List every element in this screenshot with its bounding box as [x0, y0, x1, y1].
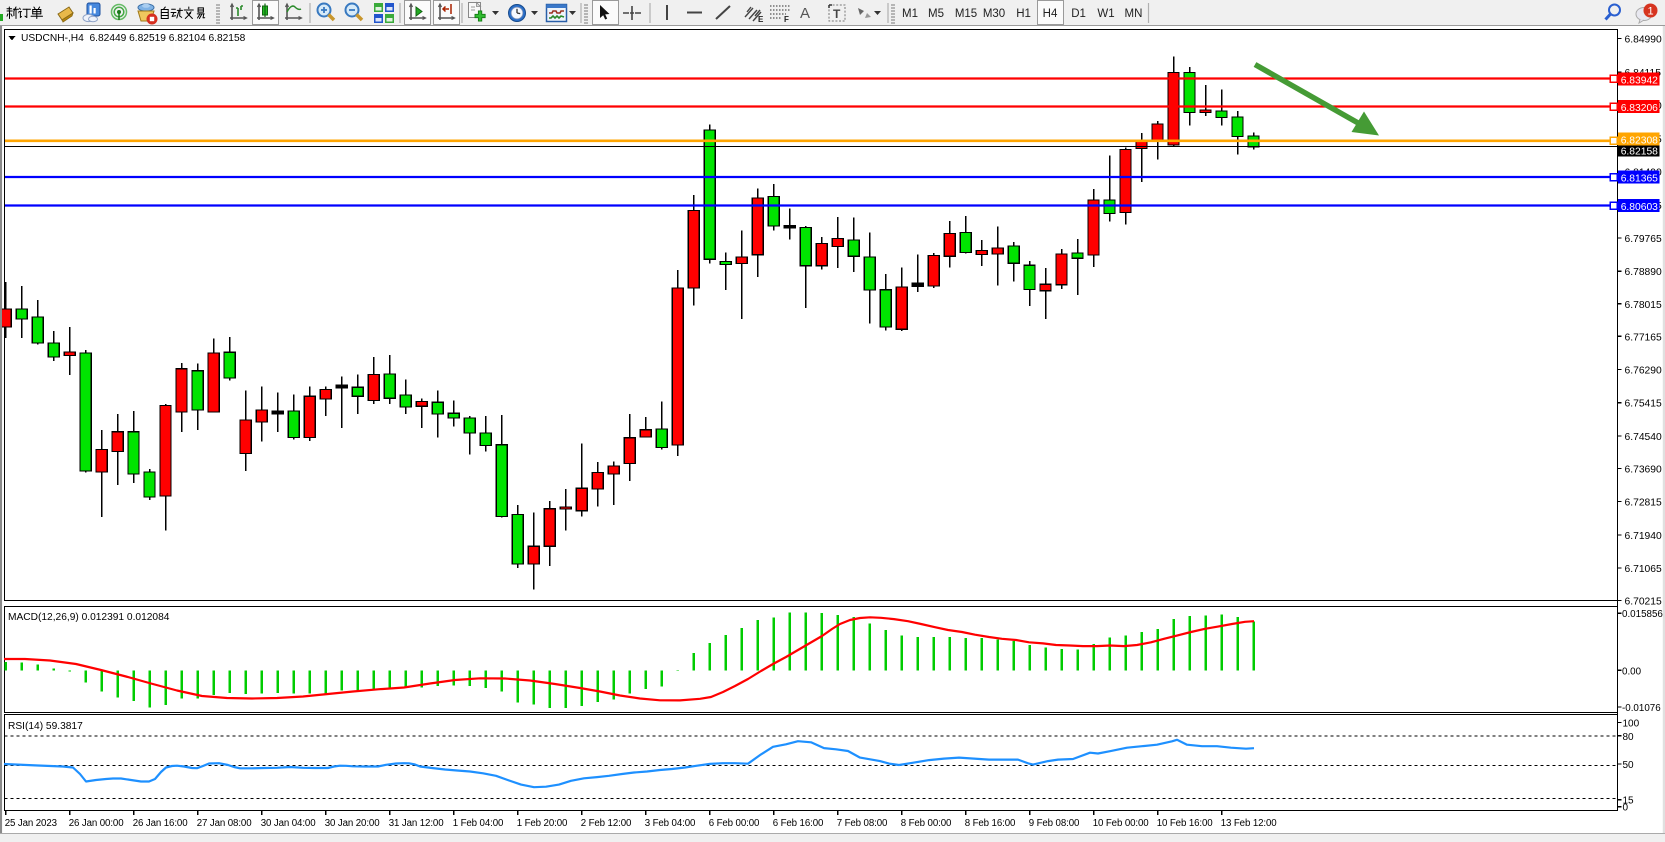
svg-text:6.84990: 6.84990 [1625, 35, 1662, 46]
svg-text:RSI(14) 59.3817: RSI(14) 59.3817 [8, 721, 83, 732]
svg-text:100: 100 [1623, 718, 1640, 729]
svg-text:MN: MN [1125, 8, 1143, 20]
svg-text:1: 1 [1647, 6, 1653, 18]
svg-text:30 Jan 04:00: 30 Jan 04:00 [261, 818, 317, 829]
svg-text:2 Feb 12:00: 2 Feb 12:00 [581, 818, 632, 829]
svg-text:6.74540: 6.74540 [1625, 432, 1662, 443]
svg-text:31 Jan 12:00: 31 Jan 12:00 [389, 818, 445, 829]
svg-text:H1: H1 [1016, 8, 1031, 20]
svg-text:M5: M5 [928, 8, 944, 20]
svg-text:10 Feb 16:00: 10 Feb 16:00 [1157, 818, 1214, 829]
svg-text:26 Jan 00:00: 26 Jan 00:00 [69, 818, 125, 829]
svg-text:30 Jan 20:00: 30 Jan 20:00 [325, 818, 381, 829]
svg-text:26 Jan 16:00: 26 Jan 16:00 [133, 818, 189, 829]
svg-text:8 Feb 16:00: 8 Feb 16:00 [965, 818, 1016, 829]
svg-text:H4: H4 [1043, 8, 1058, 20]
svg-text:E: E [758, 15, 764, 24]
svg-text:F: F [784, 15, 789, 24]
svg-text:D1: D1 [1071, 8, 1086, 20]
svg-text:7 Feb 08:00: 7 Feb 08:00 [837, 818, 888, 829]
svg-text:6.77165: 6.77165 [1625, 332, 1662, 343]
svg-text:8 Feb 00:00: 8 Feb 00:00 [901, 818, 952, 829]
svg-text:0: 0 [1623, 803, 1629, 814]
svg-text:6.76290: 6.76290 [1625, 365, 1662, 376]
svg-text:M1: M1 [902, 8, 918, 20]
svg-text:1 Feb 20:00: 1 Feb 20:00 [517, 818, 568, 829]
svg-text:T: T [833, 7, 841, 21]
svg-text:6.83206: 6.83206 [1621, 103, 1658, 114]
svg-text:6.71065: 6.71065 [1625, 564, 1662, 575]
svg-text:25 Jan 2023: 25 Jan 2023 [5, 818, 57, 829]
svg-text:M30: M30 [983, 8, 1005, 20]
svg-text:6.71940: 6.71940 [1625, 531, 1662, 542]
svg-text:3 Feb 04:00: 3 Feb 04:00 [645, 818, 696, 829]
svg-text:A: A [800, 5, 810, 22]
svg-text:6.83942: 6.83942 [1621, 75, 1658, 86]
svg-text:9 Feb 08:00: 9 Feb 08:00 [1029, 818, 1080, 829]
svg-text:6 Feb 16:00: 6 Feb 16:00 [773, 818, 824, 829]
svg-text:M15: M15 [955, 8, 977, 20]
svg-text:-0.01076: -0.01076 [1622, 703, 1661, 714]
svg-text:6.80603: 6.80603 [1621, 202, 1658, 213]
svg-text:USDCNH-,H4 6.82449 6.82519 6.: USDCNH-,H4 6.82449 6.82519 6.82104 6.821… [21, 33, 246, 44]
svg-text:W1: W1 [1097, 8, 1114, 20]
svg-text:6.75415: 6.75415 [1625, 399, 1662, 410]
svg-text:6.79765: 6.79765 [1625, 234, 1662, 245]
svg-text:6.81365: 6.81365 [1621, 173, 1658, 184]
svg-text:1 Feb 04:00: 1 Feb 04:00 [453, 818, 504, 829]
svg-text:6.82158: 6.82158 [1621, 146, 1658, 157]
svg-text:MACD(12,26,9) 0.012391 0.01208: MACD(12,26,9) 0.012391 0.012084 [8, 612, 170, 623]
svg-text:0.00: 0.00 [1622, 666, 1642, 677]
svg-text:6.73690: 6.73690 [1625, 464, 1662, 475]
svg-text:13 Feb 12:00: 13 Feb 12:00 [1221, 818, 1278, 829]
svg-text:6.82308: 6.82308 [1621, 136, 1658, 147]
svg-text:6.78890: 6.78890 [1625, 267, 1662, 278]
svg-text:50: 50 [1623, 760, 1635, 771]
svg-text:6.70215: 6.70215 [1625, 596, 1662, 607]
svg-text:6.78015: 6.78015 [1625, 300, 1662, 311]
svg-text:0.015856: 0.015856 [1622, 609, 1663, 620]
svg-text:27 Jan 08:00: 27 Jan 08:00 [197, 818, 253, 829]
svg-text:10 Feb 00:00: 10 Feb 00:00 [1093, 818, 1150, 829]
svg-text:6.72815: 6.72815 [1625, 498, 1662, 509]
svg-text:6 Feb 00:00: 6 Feb 00:00 [709, 818, 760, 829]
svg-text:80: 80 [1623, 732, 1635, 743]
